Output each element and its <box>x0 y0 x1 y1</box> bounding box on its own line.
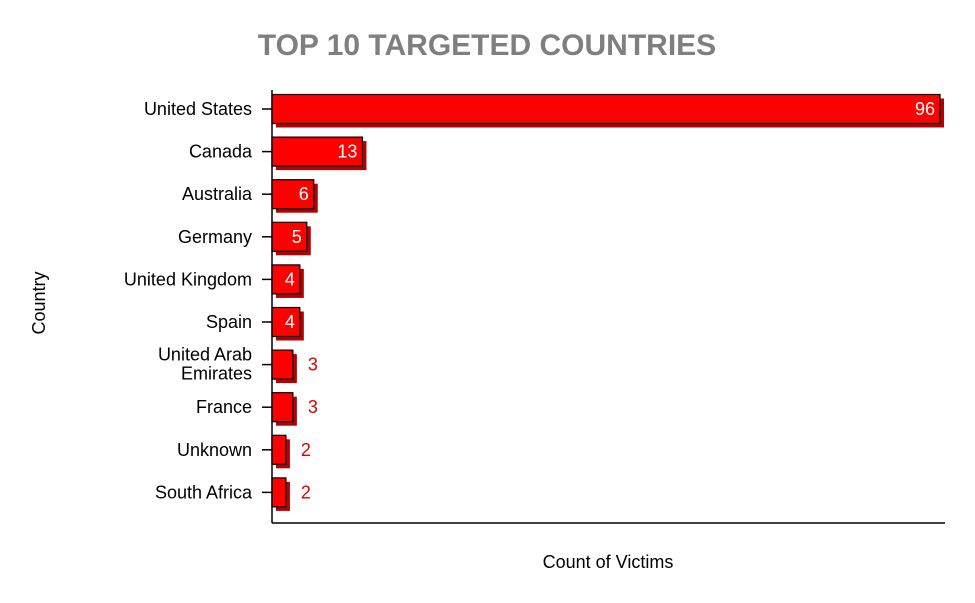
y-tick-label-united-kingdom: United Kingdom <box>124 269 252 289</box>
bar-south-africa <box>271 477 287 508</box>
data-label-unknown: 2 <box>301 440 311 460</box>
y-tick-label-canada: Canada <box>189 142 253 162</box>
bar-united-states <box>271 93 941 125</box>
bar-france <box>271 392 294 423</box>
y-ticks-group: United States Canada Australia Germany Unite… <box>124 99 272 502</box>
data-label-united-states: 96 <box>915 99 935 119</box>
y-tick-label-united-arab-emirates: United Arab Emirates <box>158 345 252 384</box>
data-label-spain: 4 <box>285 312 295 332</box>
data-label-germany: 5 <box>292 227 302 247</box>
y-tick-label-south-africa: South Africa <box>155 482 253 502</box>
y-tick-label-germany: Germany <box>178 227 252 247</box>
data-label-united-kingdom: 4 <box>285 269 295 289</box>
chart-title: TOP 10 TARGETED COUNTRIES <box>258 29 716 62</box>
y-tick-label-australia: Australia <box>182 184 253 204</box>
bar-unknown <box>271 434 287 465</box>
data-label-canada: 13 <box>337 142 357 162</box>
bar-germany <box>271 221 308 252</box>
x-axis-label: Count of Victims <box>543 552 674 572</box>
y-tick-label-france: France <box>196 397 252 417</box>
data-label-australia: 6 <box>299 184 309 204</box>
data-label-united-arab-emirates: 3 <box>308 355 318 375</box>
y-tick-label-unknown: Unknown <box>177 440 252 460</box>
y-tick-label-united-states: United States <box>144 99 252 119</box>
bar-united-arab-emirates <box>271 349 294 380</box>
bar-canada <box>271 136 364 167</box>
bar-spain <box>271 306 301 338</box>
y-tick-label-spain: Spain <box>206 312 252 332</box>
bars-group: 96 13 6 5 4 4 3 3 2 2 <box>271 93 944 511</box>
bar-united-kingdom <box>271 264 301 295</box>
data-label-south-africa: 2 <box>301 482 311 502</box>
y-axis-label: Country <box>29 271 49 334</box>
data-label-france: 3 <box>308 397 318 417</box>
